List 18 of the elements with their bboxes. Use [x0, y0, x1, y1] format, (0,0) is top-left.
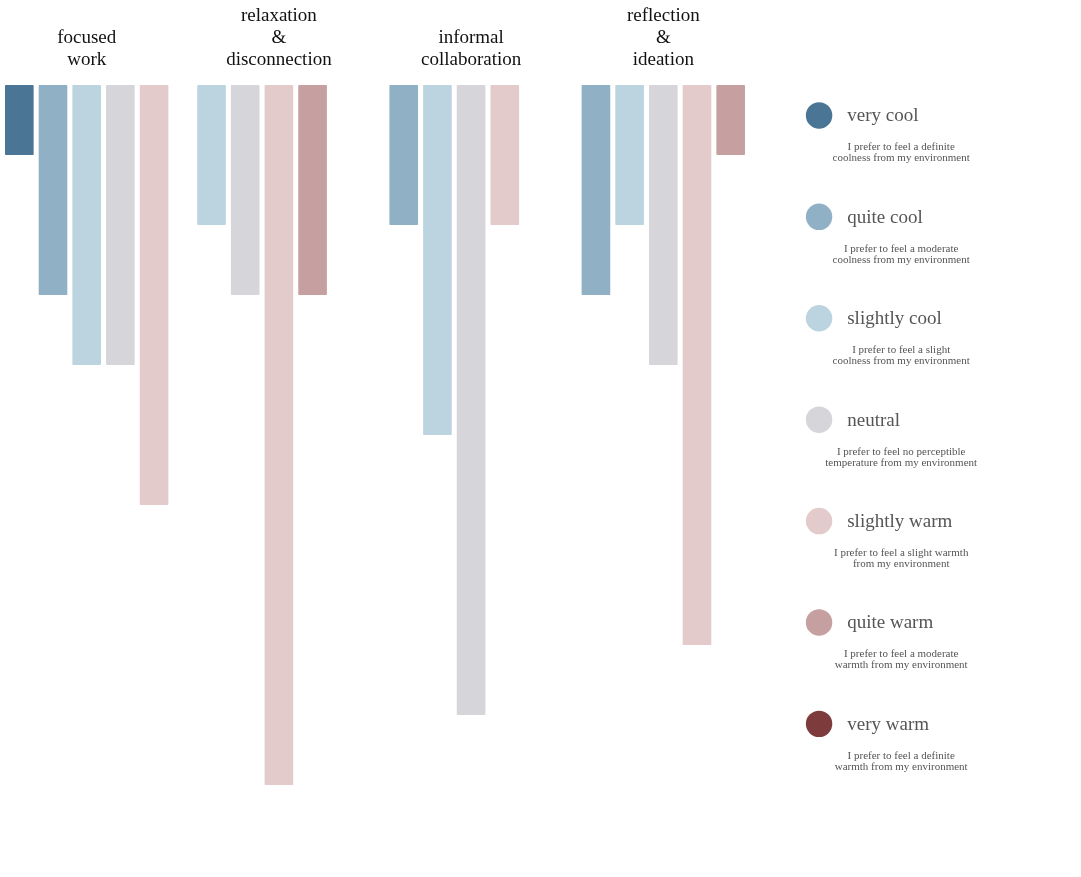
- x-tick-label: reflection & ideation: [626, 3, 701, 69]
- x-tick-label: informal collaboration: [420, 25, 522, 69]
- legend-label: neutral: [847, 408, 900, 430]
- legend-label: very cool: [847, 104, 919, 126]
- legend-label: quite cool: [847, 205, 923, 227]
- text: I prefer to feel no perceptible temperature from my environment: [825, 444, 978, 468]
- x-tick-label: relaxation & disconnection: [226, 3, 333, 69]
- x-tick-label: focused work: [57, 25, 117, 69]
- text: I prefer to feel a slight warmth from my environment: [833, 546, 969, 570]
- legend-label: slightly cool: [847, 307, 942, 329]
- text: I prefer to feel a definite coolness from my environment: [832, 140, 970, 164]
- legend-label: slightly warm: [847, 510, 953, 532]
- text: I prefer to feel a slight coolness from my environment: [832, 343, 970, 367]
- text: I prefer to feel a definite warmth from my environment: [834, 748, 968, 772]
- text: I prefer to feel a moderate warmth from my environment: [834, 647, 968, 671]
- legend-label: quite warm: [847, 611, 934, 633]
- legend-label: very warm: [847, 712, 930, 734]
- text: I prefer to feel a moderate coolness from my environment: [832, 241, 970, 265]
